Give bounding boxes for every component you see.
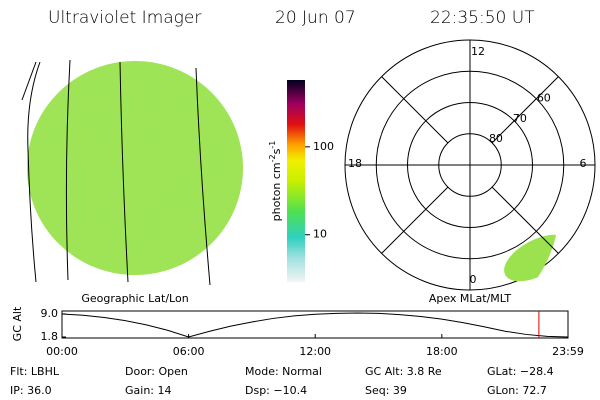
info-field: Mode: Normal (245, 365, 322, 378)
y-tick-label: 1.8 (41, 330, 59, 343)
x-tick-label: 23:59 (552, 345, 584, 358)
mlt-label: 12 (471, 45, 485, 58)
polar-spoke (491, 76, 559, 144)
polar-grid: 607080121860 (348, 45, 587, 286)
colorbar-title-part: -2 (268, 154, 277, 162)
altitude-plot: GC Alt 9.0 1.8 00:00 06:00 12:00 18:00 23:59 (11, 306, 584, 358)
polar-spoke (381, 76, 449, 144)
info-field: Flt: LBHL (10, 365, 60, 378)
polar-ring (407, 102, 533, 228)
colorbar-title-part: s (270, 148, 283, 154)
mlt-label: 0 (470, 273, 477, 286)
info-field: Gain: 14 (125, 384, 172, 397)
polar-ring (438, 133, 502, 197)
info-field: GC Alt: 3.8 Re (365, 365, 442, 378)
colorbar-tick-label: 10 (313, 228, 327, 241)
info-field: Seq: 39 (365, 384, 407, 397)
colorbar-title-part: photon cm (270, 162, 283, 221)
polar-ring-label: 70 (513, 112, 527, 125)
info-field: Door: Open (125, 365, 188, 378)
y-tick-label: 9.0 (41, 307, 59, 320)
auroral-blob (504, 234, 570, 282)
colorbar-title-part: -1 (268, 141, 277, 149)
date: 20 Jun 07 (275, 8, 356, 28)
info-field: IP: 36.0 (10, 384, 52, 397)
polar-label: Apex MLat/MLT (429, 292, 512, 305)
altitude-line (61, 312, 569, 338)
mlt-label: 18 (348, 157, 362, 170)
x-tick-label: 06:00 (173, 345, 205, 358)
altitude-frame (61, 310, 569, 339)
time: 22:35:50 UT (430, 8, 535, 28)
polar-spoke (491, 186, 559, 254)
colorbar-title: photon cm-2s-1 (268, 141, 283, 222)
image-label: Geographic Lat/Lon (81, 292, 188, 305)
x-tick-label: 00:00 (46, 345, 78, 358)
polar-spoke (381, 186, 449, 254)
info-field: GLon: 72.7 (487, 384, 547, 397)
polar-ring (375, 70, 565, 260)
earth-image (21, 59, 243, 286)
colorbar-tick-label: 100 (313, 140, 334, 153)
polar-ring-label: 60 (537, 92, 551, 105)
mlt-label: 6 (580, 157, 587, 170)
x-tick-label: 18:00 (426, 345, 458, 358)
title: Ultraviolet Imager (48, 8, 201, 28)
info-field: GLat: −28.4 (487, 365, 554, 378)
info-field: Dsp: −10.4 (245, 384, 307, 397)
y-axis-label: GC Alt (11, 306, 24, 341)
info-panel: Flt: LBHL IP: 36.0 Door: Open Gain: 14 Mode:… (10, 365, 554, 397)
colorbar-axis: 10 100 photon cm-2s-1 (268, 140, 334, 241)
colorbar (287, 80, 305, 282)
x-tick-label: 12:00 (299, 345, 331, 358)
